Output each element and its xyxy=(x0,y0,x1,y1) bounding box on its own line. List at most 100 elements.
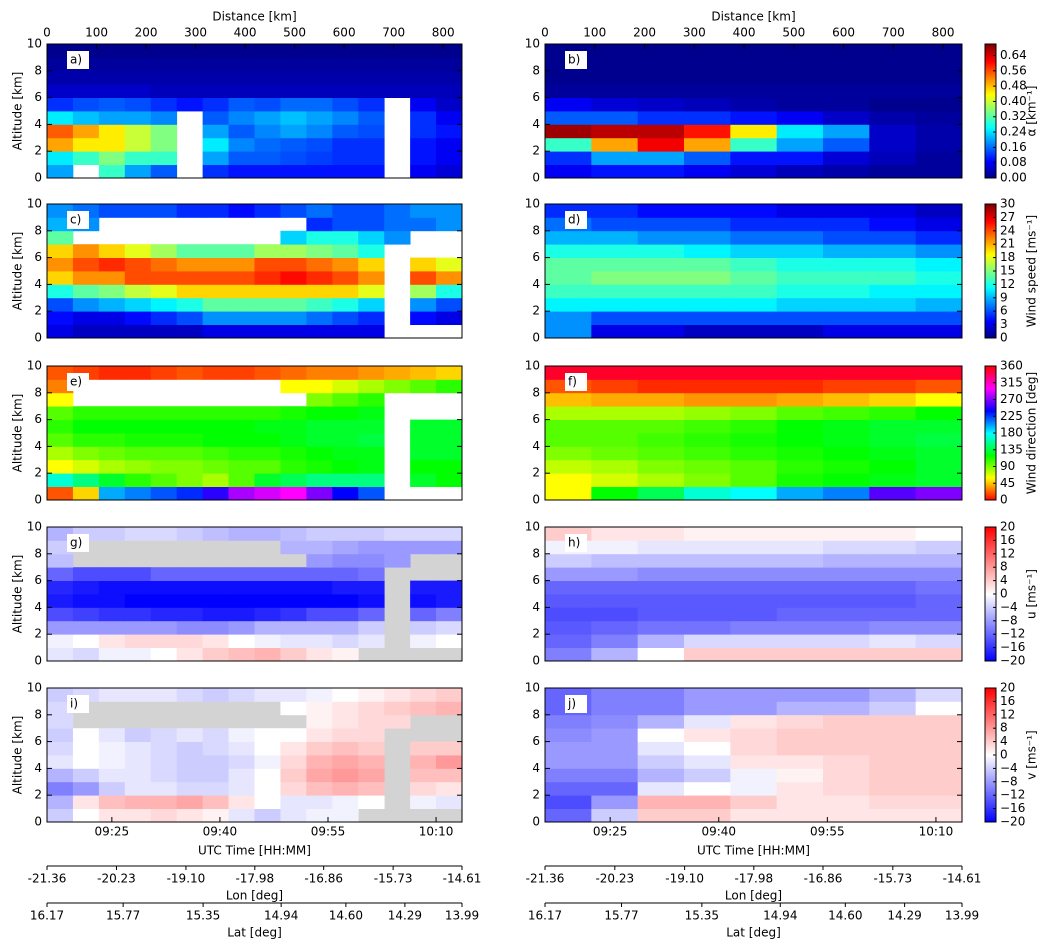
heat-cell xyxy=(684,379,731,394)
colorbar-swatch xyxy=(985,778,996,781)
heat-cell xyxy=(228,284,255,299)
heat-cell xyxy=(332,217,359,232)
heat-cell xyxy=(591,271,639,285)
plot-frame xyxy=(544,687,963,823)
heat-cell xyxy=(545,164,592,179)
heat-cell xyxy=(545,473,592,487)
heat-cell xyxy=(358,701,385,716)
colorbar-swatch xyxy=(985,820,996,823)
heat-cell xyxy=(730,297,778,312)
colorbar-swatch xyxy=(985,214,996,217)
heat-cell xyxy=(228,244,255,258)
colorbar-swatch xyxy=(985,174,996,177)
heat-cell xyxy=(637,366,685,380)
colorbar-swatch xyxy=(985,553,996,556)
heat-cell xyxy=(228,580,255,595)
colorbar-swatch xyxy=(985,398,996,401)
plot-frame xyxy=(46,687,463,823)
heat-cell xyxy=(637,151,685,165)
heat-cell xyxy=(436,607,463,622)
heat-cell xyxy=(124,795,152,809)
heat-cell xyxy=(730,781,778,796)
heat-cell xyxy=(869,324,917,339)
heat-cell xyxy=(869,230,917,245)
heat-cell xyxy=(591,567,639,581)
heat-cell xyxy=(150,244,178,258)
heat-cell xyxy=(47,795,74,809)
colorbar-swatch xyxy=(985,539,996,542)
heat-cell xyxy=(280,540,307,555)
y-tick-label: 6 xyxy=(34,573,42,587)
panel-label-text: e) xyxy=(70,375,82,389)
heat-cell xyxy=(591,755,639,769)
y-tick-label: 4 xyxy=(532,600,540,614)
y-tick-label: 8 xyxy=(34,385,42,399)
colorbar-swatch xyxy=(985,264,996,267)
panel-label-text: f) xyxy=(568,375,577,389)
heat-cell xyxy=(637,297,685,312)
heat-cell xyxy=(72,406,100,420)
colorbar-swatch xyxy=(985,274,996,277)
colorbar-swatch xyxy=(985,641,996,644)
colorbar-swatch xyxy=(985,700,996,703)
heat-cell xyxy=(869,647,917,662)
colorbar-tick-label: 15 xyxy=(1000,264,1015,278)
heat-cell xyxy=(869,701,917,716)
colorbar-swatch xyxy=(985,316,996,319)
y-tick-label: 2 xyxy=(34,144,42,158)
heat-cell xyxy=(176,324,204,339)
heat-cell xyxy=(823,230,870,245)
colorbar-swatch xyxy=(985,766,996,769)
colorbar-swatch xyxy=(985,210,996,213)
heat-cell xyxy=(436,84,463,98)
heat-cell xyxy=(684,768,731,783)
heat-cell xyxy=(869,473,917,487)
heat-cell xyxy=(176,311,204,325)
panel-label-text: j) xyxy=(567,697,576,711)
colorbar-swatch xyxy=(985,322,996,325)
colorbar-swatch xyxy=(985,557,996,560)
heat-cell xyxy=(124,406,152,420)
colorbar-swatch xyxy=(985,262,996,265)
colorbar-swatch xyxy=(985,118,996,121)
colorbar-swatch xyxy=(985,722,996,725)
heat-cell xyxy=(684,244,731,258)
heat-cell xyxy=(228,433,255,447)
heat-cell xyxy=(47,755,74,769)
secondary-axis-label: Lon [deg] xyxy=(725,889,782,903)
y-tick-label: 6 xyxy=(34,412,42,426)
heat-cell xyxy=(358,781,385,796)
heat-cell xyxy=(915,634,963,648)
heat-cell xyxy=(776,755,824,769)
heat-cell xyxy=(358,57,385,72)
heat-cell xyxy=(591,164,639,179)
heat-cell xyxy=(254,151,281,165)
heat-cell xyxy=(332,406,359,420)
heat-cell xyxy=(150,567,178,581)
colorbar-tick-label: 315 xyxy=(1000,375,1023,389)
heat-cell xyxy=(637,607,685,622)
panel-label-box xyxy=(67,534,89,552)
heat-cell xyxy=(228,620,255,635)
heat-cell xyxy=(823,446,870,461)
heat-cell xyxy=(98,271,126,285)
colorbar-tick-label: 90 xyxy=(1000,459,1015,473)
heat-cell xyxy=(47,714,74,729)
heat-cell xyxy=(47,111,74,125)
x2-tick-label: 300 xyxy=(184,26,207,40)
heat-cell xyxy=(776,580,824,595)
heat-cell xyxy=(124,70,152,85)
heat-cell xyxy=(280,768,307,783)
y-tick-label: 8 xyxy=(34,223,42,237)
heat-cell xyxy=(280,324,307,339)
heat-cell xyxy=(228,594,255,608)
colorbar-swatch xyxy=(985,164,996,167)
colorbar-swatch xyxy=(985,234,996,237)
heat-cell xyxy=(915,741,963,756)
heat-cell xyxy=(730,741,778,756)
heat-cell xyxy=(306,164,333,179)
heat-cell xyxy=(823,795,870,809)
heat-cell xyxy=(72,755,100,769)
heat-cell xyxy=(637,406,685,420)
heat-cell xyxy=(730,84,778,98)
